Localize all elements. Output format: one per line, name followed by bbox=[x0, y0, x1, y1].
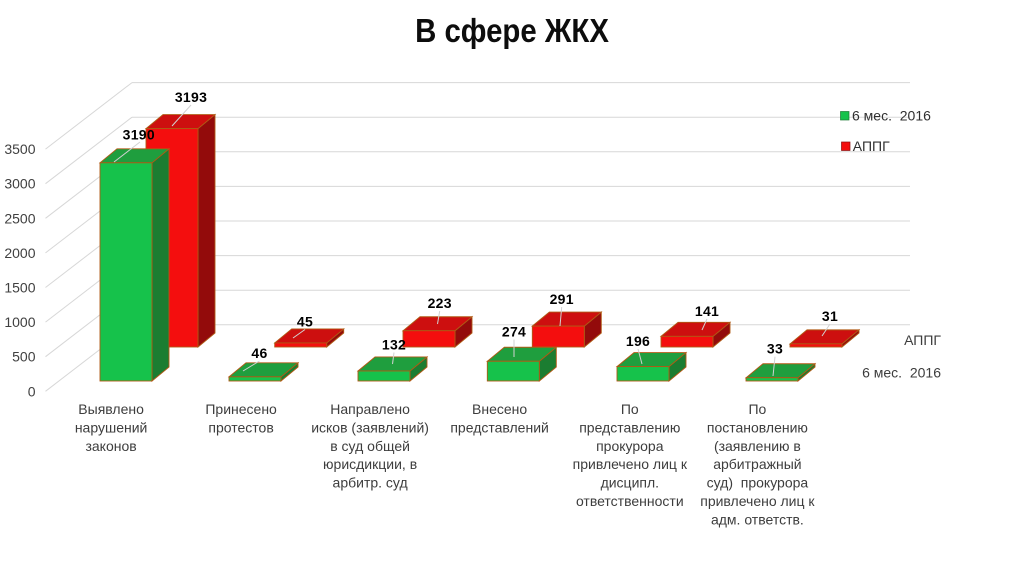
svg-text:1000: 1000 bbox=[4, 314, 35, 330]
svg-text:3000: 3000 bbox=[4, 176, 35, 192]
svg-text:45: 45 bbox=[297, 313, 313, 329]
svg-text:132: 132 bbox=[382, 336, 406, 352]
svg-text:3500: 3500 bbox=[4, 141, 35, 157]
svg-text:2500: 2500 bbox=[4, 210, 35, 226]
svg-text:6 мес. 2016: 6 мес. 2016 bbox=[852, 108, 931, 124]
svg-text:3193: 3193 bbox=[175, 89, 207, 105]
svg-text:500: 500 bbox=[12, 349, 36, 365]
svg-text:196: 196 bbox=[626, 333, 650, 349]
svg-text:1500: 1500 bbox=[4, 280, 35, 296]
svg-text:6 мес. 2016: 6 мес. 2016 bbox=[862, 365, 941, 381]
svg-text:2000: 2000 bbox=[4, 245, 35, 261]
svg-text:141: 141 bbox=[695, 303, 719, 319]
svg-text:31: 31 bbox=[822, 308, 838, 324]
svg-text:46: 46 bbox=[251, 345, 267, 361]
svg-text:274: 274 bbox=[502, 323, 526, 339]
svg-text:0: 0 bbox=[28, 383, 36, 399]
svg-text:223: 223 bbox=[428, 295, 452, 311]
svg-text:291: 291 bbox=[550, 291, 574, 307]
svg-text:3190: 3190 bbox=[123, 126, 155, 142]
svg-text:АППГ: АППГ bbox=[853, 138, 890, 154]
svg-text:АППГ: АППГ bbox=[904, 332, 941, 348]
svg-text:33: 33 bbox=[767, 341, 783, 357]
